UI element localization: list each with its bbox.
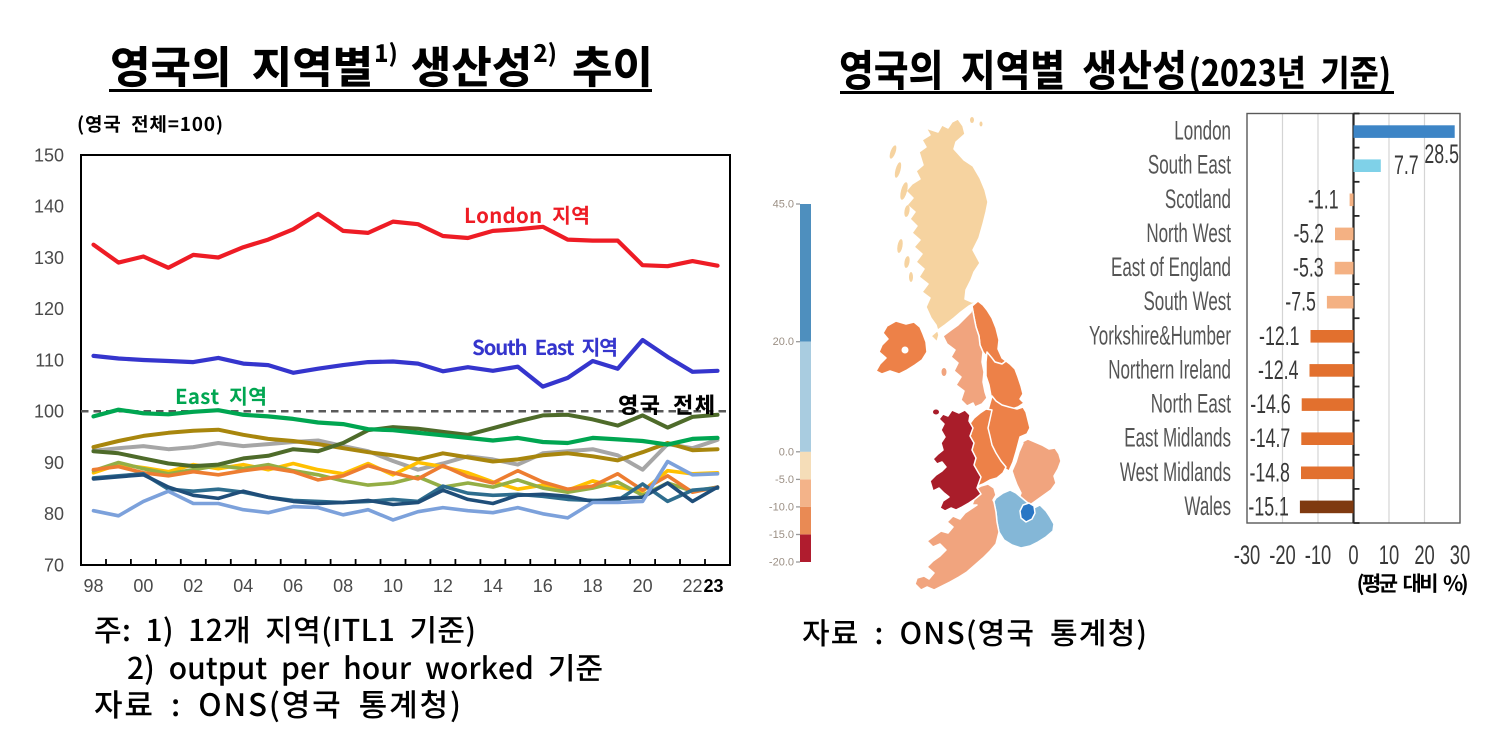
svg-text:20: 20: [1414, 539, 1434, 569]
svg-text:North East: North East: [1151, 389, 1232, 419]
svg-text:23: 23: [703, 576, 723, 596]
svg-text:Northern Ireland: Northern Ireland: [1108, 354, 1231, 384]
svg-text:45.0: 45.0: [773, 199, 794, 211]
svg-text:-1.1: -1.1: [1308, 185, 1339, 214]
svg-text:110: 110: [35, 350, 64, 370]
svg-text:-30: -30: [1234, 539, 1261, 569]
svg-text:South West: South West: [1143, 286, 1231, 316]
svg-text:-10: -10: [1305, 539, 1332, 569]
svg-text:East of England: East of England: [1111, 252, 1231, 282]
svg-text:-5.2: -5.2: [1293, 219, 1324, 248]
svg-text:East Midlands: East Midlands: [1124, 423, 1231, 453]
svg-text:-14.6: -14.6: [1250, 390, 1290, 419]
svg-text:0.0: 0.0: [779, 446, 794, 458]
svg-text:16: 16: [533, 576, 553, 596]
svg-text:14: 14: [483, 576, 503, 596]
svg-text:-14.7: -14.7: [1250, 424, 1290, 453]
svg-text:-15.1: -15.1: [1248, 492, 1288, 521]
svg-text:08: 08: [333, 576, 353, 596]
svg-text:Scotland: Scotland: [1165, 184, 1231, 214]
svg-text:18: 18: [583, 576, 603, 596]
svg-text:140: 140: [34, 197, 64, 217]
svg-text:22: 22: [682, 576, 702, 596]
svg-text:South East: South East: [1148, 150, 1232, 180]
svg-text:-5.0: -5.0: [775, 474, 794, 486]
svg-text:7.7: 7.7: [1394, 151, 1419, 180]
svg-text:0: 0: [1348, 539, 1358, 569]
svg-text:-15.0: -15.0: [769, 529, 794, 541]
svg-text:West Midlands: West Midlands: [1120, 457, 1231, 487]
svg-text:00: 00: [133, 576, 153, 596]
svg-text:10: 10: [1379, 539, 1399, 569]
svg-text:-7.5: -7.5: [1285, 287, 1316, 316]
svg-text:98: 98: [83, 576, 103, 596]
svg-text:70: 70: [44, 555, 64, 575]
svg-text:London: London: [1174, 116, 1231, 146]
svg-text:Wales: Wales: [1184, 491, 1231, 521]
svg-text:-12.1: -12.1: [1259, 321, 1299, 350]
svg-text:06: 06: [283, 576, 303, 596]
svg-text:Yorkshire&Humber: Yorkshire&Humber: [1089, 320, 1231, 350]
svg-text:20: 20: [633, 576, 653, 596]
svg-text:80: 80: [44, 504, 64, 524]
svg-text:02: 02: [183, 576, 203, 596]
svg-text:10: 10: [383, 576, 403, 596]
svg-text:-12.4: -12.4: [1258, 355, 1298, 384]
svg-text:North West: North West: [1146, 218, 1231, 248]
svg-text:120: 120: [34, 299, 64, 319]
svg-text:12: 12: [433, 576, 453, 596]
svg-text:-5.3: -5.3: [1293, 253, 1324, 282]
svg-text:30: 30: [1450, 539, 1470, 569]
svg-text:-20: -20: [1269, 539, 1296, 569]
svg-text:-20.0: -20.0: [769, 557, 794, 569]
svg-text:-14.8: -14.8: [1249, 458, 1289, 487]
svg-text:90: 90: [44, 453, 64, 473]
svg-text:-10.0: -10.0: [769, 501, 794, 513]
svg-text:150: 150: [34, 145, 64, 165]
svg-text:100: 100: [34, 402, 64, 422]
svg-text:130: 130: [34, 248, 64, 268]
svg-text:20.0: 20.0: [773, 336, 794, 348]
svg-text:28.5: 28.5: [1424, 140, 1459, 169]
svg-text:04: 04: [233, 576, 253, 596]
